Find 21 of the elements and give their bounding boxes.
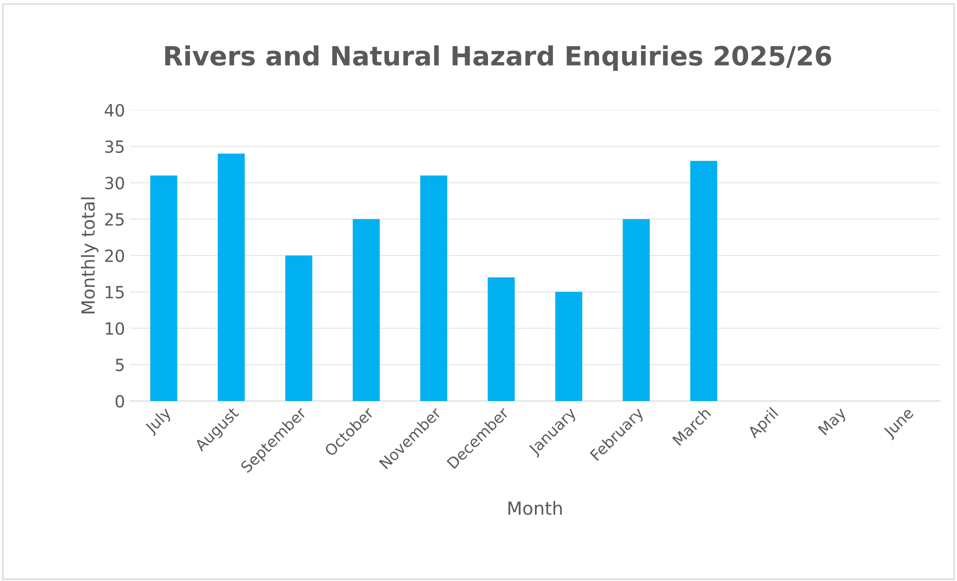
y-tick-label: 20 — [105, 249, 124, 262]
y-tick-label: 5 — [116, 358, 124, 372]
y-tick-label: 0 — [116, 394, 124, 408]
bar — [555, 292, 582, 401]
bar — [420, 175, 448, 401]
y-tick-label: 25 — [105, 213, 124, 226]
y-tick-label: 30 — [105, 176, 124, 190]
y-tick-label: 40 — [104, 104, 124, 117]
y-tick-label: 35 — [105, 140, 124, 153]
bar — [285, 256, 312, 401]
bar — [488, 277, 515, 401]
y-axis-title: Monthly total — [80, 198, 98, 314]
bar — [622, 219, 650, 401]
bar — [150, 175, 178, 401]
y-tick-label: 10 — [106, 322, 124, 335]
bar — [690, 160, 718, 401]
bar — [352, 219, 380, 401]
bar — [218, 154, 245, 401]
x-axis-title: Month — [508, 501, 562, 516]
y-tick-label: 15 — [106, 286, 124, 298]
chart-title: Rivers and Natural Hazard Enquiries 2025/26 — [165, 45, 832, 71]
